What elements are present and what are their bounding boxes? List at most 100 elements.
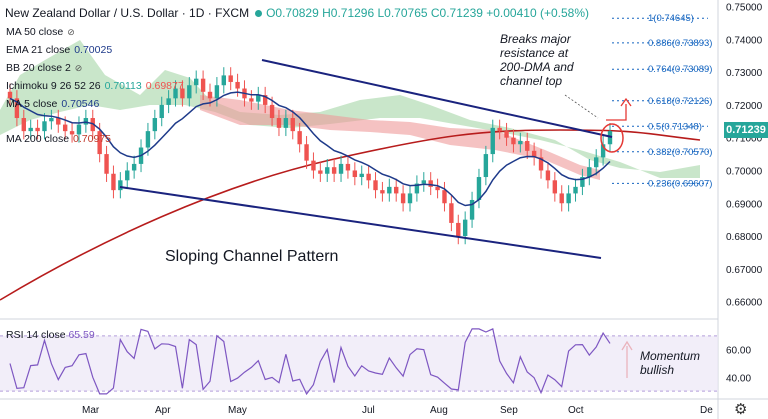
indicator-value: 0.70975 bbox=[73, 133, 112, 145]
candle-body bbox=[304, 144, 309, 161]
candle-body bbox=[276, 118, 282, 128]
candle-body bbox=[173, 88, 178, 99]
candle-body bbox=[435, 186, 440, 191]
candle-body bbox=[297, 131, 302, 145]
candle-body bbox=[442, 190, 447, 204]
price-tick-label: 0.73000 bbox=[726, 68, 763, 79]
candle-body bbox=[338, 163, 344, 174]
annotation-line: resistance at bbox=[500, 46, 569, 60]
time-tick-label: Mar bbox=[82, 405, 100, 416]
candle-body bbox=[14, 98, 20, 119]
annotation-line: channel top bbox=[500, 74, 563, 88]
indicator-legend-item[interactable]: MA 50 close ⊘ bbox=[6, 26, 75, 38]
indicator-label: MA 5 close bbox=[6, 98, 58, 110]
candle-body bbox=[104, 154, 109, 174]
candle-body bbox=[125, 170, 130, 181]
eye-hidden-icon[interactable]: ⊘ bbox=[67, 27, 75, 37]
price-tick-label: 0.74000 bbox=[726, 35, 763, 46]
rsi-legend: RSI 14 close 65.59 bbox=[6, 329, 95, 341]
candle-body bbox=[456, 222, 461, 237]
candle-body bbox=[7, 91, 13, 99]
fib-level-label: 0.886(0.73893) bbox=[648, 38, 712, 49]
candle-body bbox=[469, 199, 475, 220]
candle-body bbox=[352, 170, 358, 178]
price-tick-label: 0.68000 bbox=[726, 232, 763, 243]
fib-level-label: 0.618(0.72126) bbox=[648, 96, 712, 107]
candle-body bbox=[207, 91, 213, 99]
time-tick-label: Oct bbox=[568, 405, 584, 416]
candle-body bbox=[187, 85, 192, 99]
candle-body bbox=[373, 180, 378, 191]
breakout-circle bbox=[600, 123, 624, 153]
candle-body bbox=[221, 75, 226, 86]
indicator-value: 0.70025 bbox=[74, 44, 113, 56]
time-tick-label: De bbox=[700, 405, 713, 416]
indicator-label: MA 50 close bbox=[6, 26, 64, 38]
candle-body bbox=[400, 193, 406, 204]
candle-body bbox=[449, 203, 454, 223]
candle-body bbox=[28, 127, 33, 132]
candle-body bbox=[359, 173, 364, 178]
candle-body bbox=[235, 81, 240, 89]
ohlc-readout: O0.70829 H0.71296 L0.70765 C0.71239 +0.0… bbox=[266, 6, 589, 20]
eye-hidden-icon[interactable]: ⊘ bbox=[74, 63, 83, 73]
pattern-label: Sloping Channel Pattern bbox=[165, 248, 339, 265]
indicator-label: BB 20 close 2 bbox=[6, 62, 71, 74]
candle-body bbox=[559, 193, 564, 204]
price-tick-label: 0.70000 bbox=[726, 166, 763, 177]
indicator-legend-item[interactable]: MA 200 close 0.70975 bbox=[6, 133, 111, 145]
candle-body bbox=[118, 180, 123, 191]
ichimoku-cloud-red bbox=[200, 95, 600, 180]
indicator-legend-item[interactable]: BB 20 close 2 ⊘ bbox=[6, 62, 82, 74]
time-tick-label: Apr bbox=[155, 405, 171, 416]
gear-icon[interactable]: ⚙ bbox=[734, 401, 748, 418]
candle-body bbox=[256, 95, 261, 102]
time-tick-label: Jul bbox=[362, 405, 375, 416]
candle-body bbox=[380, 190, 385, 194]
indicator-label: Ichimoku 9 26 52 26 bbox=[6, 80, 101, 92]
breakout-arrow bbox=[606, 104, 627, 121]
indicator-legend-item[interactable]: Ichimoku 9 26 52 26 0.70113 0.69877 bbox=[6, 80, 184, 92]
candle-body bbox=[462, 219, 468, 237]
candle-body bbox=[111, 173, 116, 191]
candle-body bbox=[566, 193, 571, 204]
candle-body bbox=[421, 180, 426, 184]
annotation-pointer bbox=[564, 94, 599, 119]
rsi-label: RSI 14 close bbox=[6, 329, 66, 341]
symbol-title[interactable]: New Zealand Dollar / U.S. Dollar · 1D · … bbox=[5, 6, 589, 20]
candle-body bbox=[545, 170, 551, 181]
price-tick-label: 0.69000 bbox=[726, 199, 763, 210]
candle-body bbox=[166, 98, 171, 105]
candle-body bbox=[318, 170, 323, 174]
candle-body bbox=[587, 167, 592, 178]
ichimoku-cloud-green bbox=[0, 40, 700, 178]
candle-body bbox=[594, 157, 599, 168]
candle-body bbox=[200, 78, 206, 92]
breakout-annotation: Breaks major resistance at 200-DMA and c… bbox=[500, 32, 574, 88]
candle-body bbox=[600, 144, 606, 158]
candle-body bbox=[152, 118, 158, 132]
candle-body bbox=[573, 186, 578, 194]
momentum-annotation: Momentum bullish bbox=[640, 349, 700, 377]
candle-body bbox=[21, 118, 26, 132]
candle-body bbox=[518, 140, 523, 145]
last-price-tag: 0.71239 bbox=[724, 122, 768, 138]
candle-body bbox=[262, 95, 268, 105]
indicator-value: 0.69877 bbox=[145, 80, 184, 92]
candle-body bbox=[490, 127, 495, 155]
indicator-legend-item[interactable]: EMA 21 close 0.70025 bbox=[6, 44, 112, 56]
candle-body bbox=[249, 98, 254, 102]
market-status-icon bbox=[255, 10, 263, 18]
time-tick-label: Aug bbox=[430, 405, 448, 416]
candle-body bbox=[83, 118, 89, 125]
candle-body bbox=[580, 177, 585, 187]
breakout-arrowhead bbox=[620, 97, 632, 107]
candle-body bbox=[504, 131, 509, 138]
candle-body bbox=[311, 160, 316, 171]
candle-body bbox=[290, 118, 295, 132]
indicator-legend-item[interactable]: MA 5 close 0.70546 bbox=[6, 98, 99, 110]
rsi-tick-label: 40.00 bbox=[726, 373, 751, 384]
candle-body bbox=[269, 104, 275, 119]
candle-body bbox=[476, 177, 482, 200]
fib-level-label: 0.382(0.70570) bbox=[648, 147, 712, 158]
